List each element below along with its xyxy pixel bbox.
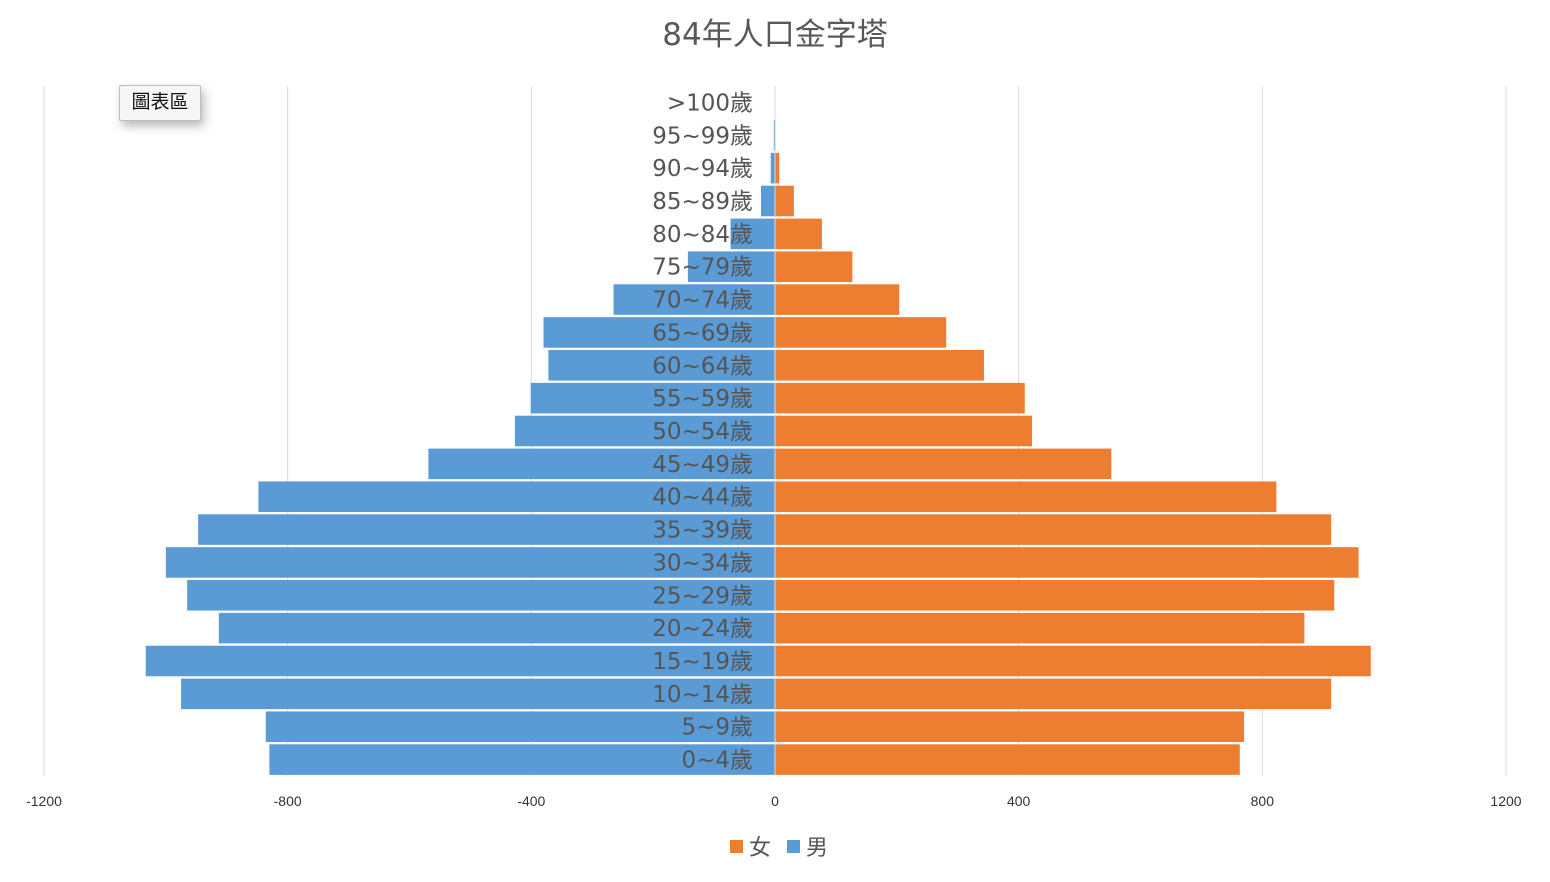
category-label: 60~64歲 [652,353,753,379]
bar-女-85~89歲 [775,185,794,217]
x-tick-label: -1200 [26,793,62,809]
category-label: 40~44歲 [652,485,753,511]
bar-男-0~4歲 [269,744,775,775]
bar-男-55~59歲 [530,382,775,414]
category-label: 0~4歲 [681,748,753,774]
bar-男-10~14歲 [181,678,775,710]
category-label: 65~69歲 [652,320,753,346]
bar-男-70~74歲 [613,284,775,315]
category-label: 25~29歲 [652,583,753,609]
category-label: 80~84歲 [652,222,753,248]
bar-男-20~24歲 [218,612,776,644]
bar-男-15~19歲 [145,645,775,677]
bar-男-60~64歲 [548,350,775,381]
bar-男-80~84歲 [730,218,775,250]
bar-女-60~64歲 [775,350,984,381]
chart-title: 84年人口金字塔 [662,17,887,53]
bar-女-50~54歲 [775,415,1033,447]
bar-女-10~14歲 [775,678,1332,710]
bar-男-30~34歲 [165,547,776,578]
bar-女-80~84歲 [775,218,822,250]
chart-area-tooltip: 圖表區 [119,85,201,121]
bar-男-40~44歲 [258,481,776,512]
bar-女-65~69歲 [775,317,947,348]
bar-女-15~19歲 [775,645,1371,677]
bar-女-35~39歲 [775,514,1332,545]
bar-女-45~49歲 [775,448,1112,480]
category-labels: 0~4歲 5~9歲 10~14歲 15~19歲 20~24歲 25~29歲 30~34歲 35… [652,90,753,773]
x-tick-label: 0 [771,793,779,809]
category-label: >100歲 [667,90,753,116]
category-label: 35~39歲 [652,518,753,544]
category-label: 20~24歲 [652,616,753,642]
bar-男-25~29歲 [187,580,775,611]
bar-男-45~49歲 [428,448,775,480]
category-label: 95~99歲 [652,123,753,149]
bar-男-85~89歲 [760,185,775,217]
x-tick-label: -800 [274,793,302,809]
bar-男-5~9歲 [265,711,775,742]
x-tick-label: -400 [517,793,545,809]
legend-label-女: 女 [749,836,771,861]
bar-女-5~9歲 [775,711,1245,742]
x-axis-tick-labels: -1200 -800 -400 0 400 800 1200 [26,793,1522,809]
bar-男-50~54歲 [514,415,775,447]
bar-女-20~24歲 [775,612,1305,644]
category-label: 50~54歲 [652,419,753,445]
bar-男-95~99歲 [773,120,775,151]
category-label: 30~34歲 [652,550,753,576]
category-label: 85~89歲 [652,189,753,215]
bar-女-25~29歲 [775,580,1335,611]
category-label: 45~49歲 [652,452,753,478]
category-label: 75~79歲 [652,255,753,281]
category-label: 15~19歲 [652,649,753,675]
legend-swatch-女 [730,840,743,853]
category-label: 55~59歲 [652,386,753,412]
bar-男-65~69歲 [543,317,775,348]
legend-swatch-男 [787,840,800,853]
legend: 女男 [730,836,828,861]
bar-男-35~39歲 [198,514,776,545]
bar-女-55~59歲 [775,382,1025,414]
bars [145,86,1371,776]
bar-女-30~34歲 [775,547,1359,578]
bar-男-75~79歲 [687,251,775,282]
x-tick-label: 800 [1251,793,1275,809]
bar-女-75~79歲 [775,251,853,282]
bar-女-40~44歲 [775,481,1277,512]
category-label: 90~94歲 [652,156,753,182]
bar-女-70~74歲 [775,284,900,315]
category-label: 70~74歲 [652,288,753,314]
bar-女-90~94歲 [775,152,780,184]
bar-男-90~94歲 [770,152,775,184]
bar-女-0~4歲 [775,744,1240,775]
x-tick-label: 1200 [1490,793,1521,809]
x-tick-label: 400 [1007,793,1031,809]
legend-label-男: 男 [806,836,828,861]
category-label: 5~9歲 [681,715,753,741]
category-label: 10~14歲 [652,682,753,708]
